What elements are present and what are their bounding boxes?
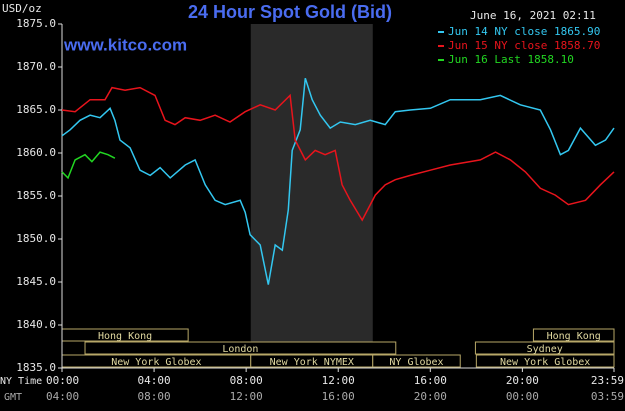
- session-label: London: [222, 344, 258, 355]
- x2-tick-label: 04:00: [46, 390, 79, 403]
- x2-tick-label: 00:00: [506, 390, 539, 403]
- session-label: New York Globex: [500, 357, 590, 368]
- x-tick-label: 23:59: [591, 374, 624, 387]
- session-label: New York Globex: [111, 357, 201, 368]
- series-line: [61, 86, 615, 222]
- session-label: Sydney: [527, 344, 563, 355]
- session-box: [372, 354, 461, 368]
- x2-tick-label: 08:00: [138, 390, 171, 403]
- session-label: NY Globex: [389, 357, 443, 368]
- y-tick-label: 1835.0: [16, 361, 56, 374]
- y-tick-label: 1865.0: [16, 103, 56, 116]
- session-box: [475, 354, 615, 368]
- x2-tick-label: 20:00: [414, 390, 447, 403]
- x2-tick-label: 12:00: [230, 390, 263, 403]
- x-tick-label: 12:00: [322, 374, 355, 387]
- x-axis-label: NY Time: [0, 376, 42, 387]
- chart-title: 24 Hour Spot Gold (Bid): [188, 2, 392, 22]
- series-line: [61, 151, 116, 180]
- subtitle: www.kitco.com: [63, 35, 187, 54]
- x2-axis-label: GMT: [4, 392, 22, 403]
- y-tick-label: 1860.0: [16, 146, 56, 159]
- timestamp: June 16, 2021 02:11: [470, 9, 596, 22]
- session-label: Hong Kong: [98, 331, 152, 342]
- y-tick-label: 1855.0: [16, 189, 56, 202]
- y-tick-label: 1840.0: [16, 318, 56, 331]
- x-tick-label: 00:00: [46, 374, 79, 387]
- y-axis-label: USD/oz: [2, 2, 42, 15]
- session-box: [474, 341, 615, 355]
- session-label: New York NYMEX: [270, 357, 354, 368]
- session-label: Hong Kong: [547, 331, 601, 342]
- x-tick-label: 08:00: [230, 374, 263, 387]
- series-line: [61, 77, 615, 285]
- session-box: [532, 328, 615, 342]
- y-tick-label: 1850.0: [16, 232, 56, 245]
- y-tick-label: 1870.0: [16, 60, 56, 73]
- session-box: [84, 341, 397, 355]
- x2-tick-label: 03:59: [591, 390, 624, 403]
- x-tick-label: 20:00: [506, 374, 539, 387]
- x-tick-label: 04:00: [138, 374, 171, 387]
- legend-label: Jun 14 NY close 1865.90: [448, 25, 600, 38]
- legend-label: Jun 16 Last 1858.10: [448, 53, 574, 66]
- legend-label: Jun 15 NY close 1858.70: [448, 39, 600, 52]
- y-tick-label: 1845.0: [16, 275, 56, 288]
- y-tick-label: 1875.0: [16, 17, 56, 30]
- x-tick-label: 16:00: [414, 374, 447, 387]
- legend-box: [432, 23, 622, 69]
- x2-tick-label: 16:00: [322, 390, 355, 403]
- shaded-region: [250, 24, 373, 368]
